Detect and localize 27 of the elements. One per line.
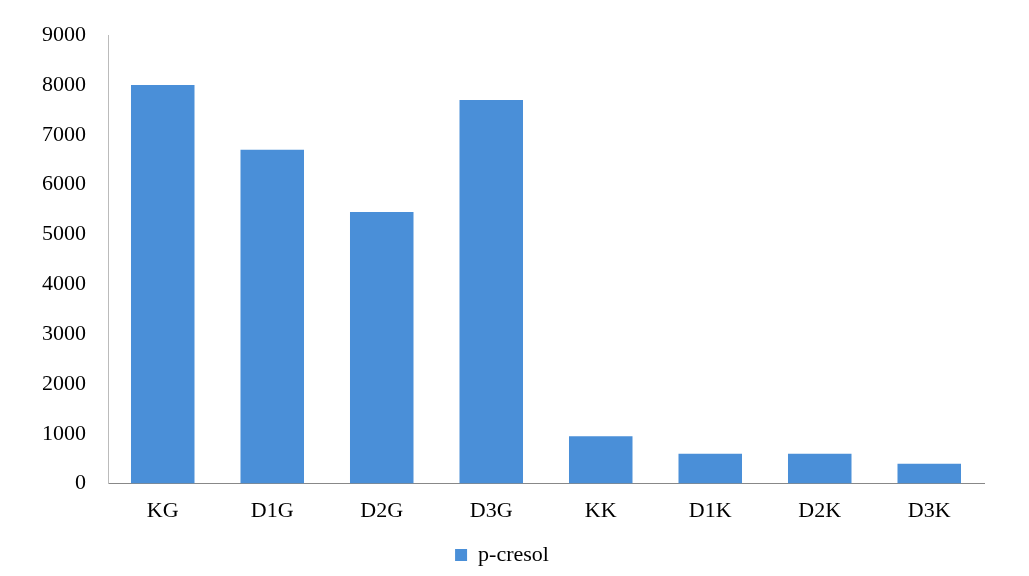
bar: [569, 436, 633, 484]
x-tick-label: KG: [146, 496, 179, 522]
y-tick-label: 8000: [42, 70, 86, 96]
x-tick-label: D2K: [798, 496, 842, 522]
bar: [350, 212, 414, 484]
x-tick-label: D1K: [688, 496, 732, 522]
bar: [240, 149, 305, 484]
x-tick-label: D3G: [469, 496, 513, 522]
bar: [788, 453, 852, 484]
y-tick-label: 3000: [42, 319, 86, 345]
y-tick-label: 2000: [42, 369, 86, 395]
bar: [131, 85, 195, 484]
x-tick-label: D1G: [250, 496, 294, 522]
x-tick-label: KK: [584, 496, 617, 522]
y-tick-label: 4000: [42, 270, 86, 296]
bar: [459, 99, 524, 484]
y-tick-label: 1000: [42, 419, 86, 445]
bar: [678, 453, 743, 484]
y-tick-label: 5000: [42, 220, 86, 246]
x-tick-label: D3K: [907, 496, 951, 522]
x-tick-label: D2G: [360, 496, 404, 522]
y-tick-label: 7000: [42, 120, 86, 146]
legend-label: p-cresol: [478, 540, 549, 566]
y-tick-label: 0: [75, 469, 86, 495]
y-tick-label: 6000: [42, 170, 86, 196]
y-tick-label: 9000: [42, 20, 86, 46]
bar: [897, 463, 962, 484]
